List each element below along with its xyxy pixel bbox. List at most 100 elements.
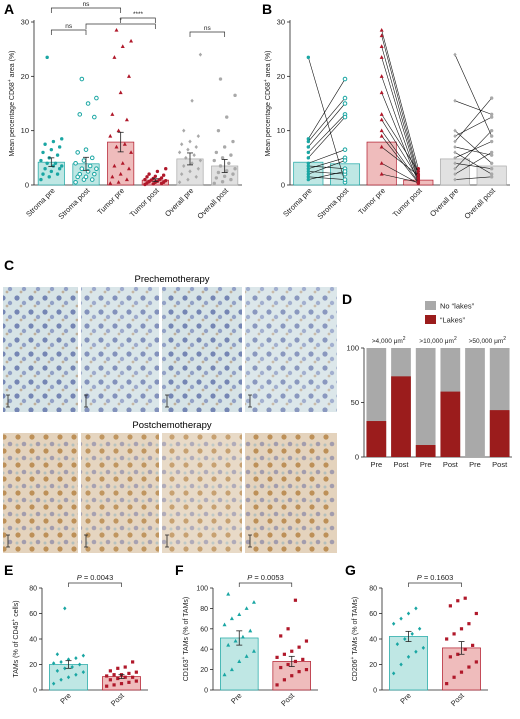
x-tick-label: Tumor post: [391, 185, 425, 219]
data-point: [342, 76, 348, 82]
data-point: [155, 169, 160, 174]
data-point: [379, 133, 384, 138]
panel-label-a: A: [4, 1, 14, 17]
significance-bracket: [50, 29, 87, 35]
data-point: [186, 147, 190, 152]
data-point: [83, 174, 89, 180]
paired-line: [381, 119, 419, 179]
data-point: [489, 128, 494, 133]
data-point: [177, 180, 182, 185]
y-tick-label: 0: [355, 453, 359, 462]
data-point: [445, 682, 449, 686]
paired-line: [454, 54, 492, 137]
data-point: [153, 174, 158, 179]
data-point: [421, 645, 426, 650]
data-point: [342, 177, 348, 182]
x-tick-label: Stroma post: [56, 185, 92, 221]
data-point: [190, 98, 194, 103]
data-point: [41, 172, 45, 176]
paired-line: [308, 160, 346, 175]
data-point: [445, 637, 449, 641]
data-point: [198, 52, 203, 57]
data-point: [474, 660, 478, 664]
y-tick-label: 40: [29, 637, 37, 644]
data-point: [83, 147, 89, 152]
data-point: [379, 171, 384, 176]
paired-line: [308, 114, 346, 153]
data-point: [489, 115, 494, 119]
group-label: >50,000 μm2: [469, 336, 507, 345]
paired-line: [308, 157, 346, 169]
panel-f-chart: 0 20 40 60 80 100 CD163+ TAMs (% of TAMs) Pre Po…: [181, 573, 318, 708]
data-point: [456, 652, 460, 656]
data-point: [85, 101, 91, 106]
data-point: [406, 611, 411, 616]
data-point: [489, 112, 494, 117]
data-point: [77, 171, 83, 177]
data-point: [89, 177, 95, 182]
paired-line: [454, 130, 492, 164]
data-point: [399, 662, 403, 667]
data-point: [233, 638, 238, 643]
data-point: [126, 166, 131, 171]
data-point: [75, 150, 80, 155]
data-point: [379, 33, 384, 38]
data-point: [251, 649, 256, 653]
data-point: [489, 161, 494, 165]
paired-line: [381, 163, 419, 184]
data-point: [379, 90, 384, 95]
bar-lakes: [391, 376, 411, 457]
data-point: [251, 600, 256, 604]
data-point: [226, 642, 231, 647]
panel-c-title-pre: Prechemotherapy: [135, 274, 210, 285]
y-tick-label: 0: [25, 181, 29, 190]
data-point: [129, 38, 134, 43]
y-tick-label: 10: [21, 126, 29, 135]
data-point: [416, 180, 421, 184]
data-point: [220, 156, 225, 160]
paired-line: [381, 46, 419, 177]
p-value-label: P = 0.0053: [247, 573, 284, 582]
data-point: [188, 169, 192, 174]
data-point: [306, 137, 311, 141]
data-point: [57, 145, 62, 149]
bar-lakes: [440, 391, 461, 457]
data-point: [222, 174, 227, 179]
x-tick-label: Tumor post: [128, 185, 162, 219]
data-point: [51, 164, 56, 168]
data-point: [286, 662, 290, 667]
data-point: [414, 649, 418, 654]
y-tick-label: 50: [351, 398, 359, 407]
data-point: [43, 167, 47, 171]
data-point: [190, 161, 194, 166]
x-tick-label: Post: [443, 460, 459, 469]
significance-label: ns: [65, 23, 73, 30]
data-point: [118, 90, 123, 95]
y-tick-label: 60: [369, 611, 377, 618]
paired-line: [308, 103, 346, 148]
data-point: [120, 44, 125, 48]
data-point: [129, 150, 134, 154]
paired-line: [381, 76, 419, 181]
data-point: [216, 128, 221, 133]
y-tick-label: 20: [369, 662, 377, 669]
y-tick-label: 80: [29, 586, 37, 593]
data-point: [306, 169, 311, 174]
panel-b-chart: 0 10 20 30 Mean percentage CD68+ area (%) Str…: [263, 18, 510, 221]
x-tick-label: Stroma post: [315, 185, 351, 221]
data-point: [214, 150, 219, 155]
data-point: [453, 144, 457, 149]
data-point: [304, 668, 309, 672]
x-tick-label: Pre: [420, 460, 432, 469]
data-point: [45, 161, 49, 165]
legend-label-no-lakes: No “lakes”: [440, 302, 475, 311]
data-point: [297, 645, 301, 649]
data-point: [110, 112, 115, 116]
panel-label-f: F: [175, 562, 184, 578]
significance-label: ns: [83, 1, 91, 8]
data-point: [406, 654, 411, 659]
paired-line: [308, 171, 346, 180]
data-point: [290, 674, 294, 678]
data-point: [147, 172, 151, 176]
data-point: [301, 657, 305, 661]
